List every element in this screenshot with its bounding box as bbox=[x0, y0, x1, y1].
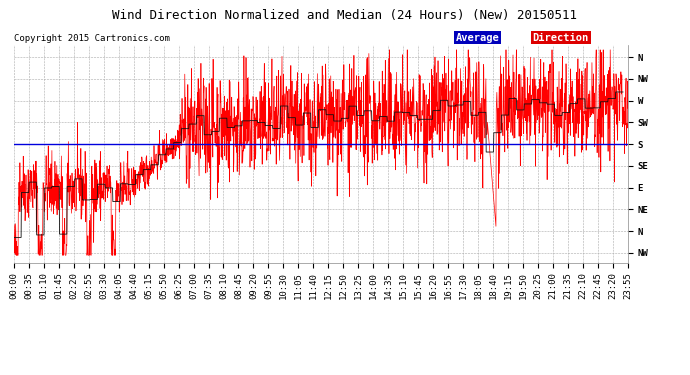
Text: Copyright 2015 Cartronics.com: Copyright 2015 Cartronics.com bbox=[14, 34, 170, 43]
Text: Wind Direction Normalized and Median (24 Hours) (New) 20150511: Wind Direction Normalized and Median (24… bbox=[112, 9, 578, 22]
Text: Average: Average bbox=[456, 33, 500, 43]
Text: Direction: Direction bbox=[533, 33, 589, 43]
